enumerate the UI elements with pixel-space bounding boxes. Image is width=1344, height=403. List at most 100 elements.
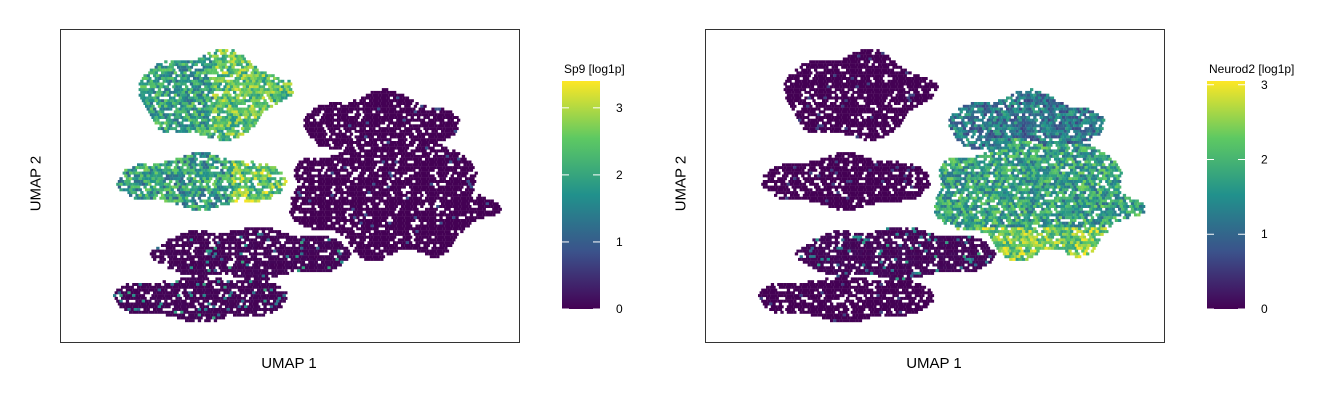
- hex-bin: [322, 213, 326, 217]
- hex-bin: [181, 68, 186, 72]
- hex-bin: [458, 160, 462, 164]
- hex-bin: [199, 171, 203, 175]
- hex-bin: [260, 171, 264, 175]
- hex-bin: [474, 210, 478, 214]
- hex-bin: [194, 68, 198, 72]
- hex-bin: [388, 154, 392, 158]
- hex-bin: [321, 210, 325, 214]
- hex-bin: [426, 216, 430, 220]
- hex-bin: [301, 238, 306, 242]
- hex-bin: [367, 213, 371, 217]
- hex-bin: [327, 143, 331, 147]
- hex-bin: [319, 168, 323, 172]
- hex-bin: [260, 277, 264, 281]
- hex-bin: [263, 104, 267, 108]
- hex-bin: [261, 291, 266, 295]
- hex-bin: [215, 188, 219, 192]
- hex-bin: [188, 246, 192, 250]
- hex-bin: [221, 65, 226, 69]
- hex-bin: [428, 141, 432, 144]
- hex-bin: [194, 85, 198, 89]
- hex-bin: [258, 263, 262, 267]
- hex-bin: [201, 291, 205, 295]
- hex-bin: [453, 202, 458, 206]
- hex-bin: [170, 65, 174, 69]
- hex-bin: [389, 141, 394, 144]
- hex-bin: [391, 205, 395, 208]
- hex-bin: [349, 132, 354, 136]
- hex-bin: [162, 168, 166, 172]
- hex-bin: [228, 266, 232, 270]
- hex-bin: [207, 113, 211, 117]
- hex-bin: [346, 249, 350, 253]
- hex-bin: [316, 224, 320, 228]
- hex-bin: [450, 191, 454, 195]
- hex-bin: [175, 107, 179, 111]
- hex-bin: [444, 129, 448, 133]
- hex-bin: [252, 263, 256, 267]
- hex-bin: [165, 113, 170, 117]
- hex-bin: [401, 93, 405, 97]
- hex-bin: [197, 207, 202, 211]
- hex-bin: [365, 154, 370, 158]
- hex-bin: [421, 174, 426, 178]
- hex-bin: [330, 210, 334, 214]
- hex-bin: [300, 257, 304, 261]
- hex-bin: [225, 127, 229, 131]
- hex-bin: [324, 182, 328, 186]
- hex-bin: [303, 124, 307, 128]
- hex-bin: [161, 177, 165, 181]
- hex-bin: [239, 230, 243, 234]
- hex-bin: [401, 143, 405, 147]
- hex-bin: [239, 163, 243, 167]
- hex-bin: [201, 118, 205, 122]
- hex-bin: [167, 93, 171, 97]
- hex-bin: [153, 285, 157, 289]
- hex-bin: [223, 157, 227, 161]
- hex-bin: [255, 90, 259, 94]
- hex-bin: [319, 241, 323, 245]
- hex-bin: [421, 163, 426, 167]
- hex-bin: [473, 219, 477, 222]
- hex-bin: [439, 154, 443, 158]
- hex-bin: [148, 71, 152, 75]
- hex-bin: [140, 85, 144, 89]
- hex-bin: [332, 157, 336, 161]
- hex-bin: [228, 299, 232, 303]
- hex-bin: [325, 213, 330, 217]
- hex-bin: [348, 135, 352, 139]
- hex-bin: [369, 132, 373, 136]
- hex-bin: [404, 227, 408, 231]
- hex-bin: [175, 168, 179, 172]
- hex-bin: [129, 294, 133, 298]
- hex-bin: [329, 213, 333, 217]
- hex-bin: [231, 54, 235, 58]
- hex-bin: [407, 177, 411, 181]
- hex-bin: [351, 191, 355, 195]
- hex-bin: [153, 85, 157, 89]
- hex-bin: [385, 171, 389, 175]
- hex-bin: [429, 193, 434, 197]
- hex-bin: [313, 129, 317, 133]
- hex-bin: [231, 188, 235, 192]
- hex-bin: [207, 63, 211, 67]
- hex-bin: [356, 227, 360, 231]
- hex-bin: [301, 166, 306, 170]
- hex-bin: [215, 127, 219, 131]
- hex-bin: [215, 121, 219, 125]
- hex-bin: [207, 135, 211, 139]
- hex-bin: [407, 205, 411, 208]
- hex-bin: [309, 269, 314, 273]
- hex-bin: [162, 102, 166, 105]
- hex-bin: [407, 221, 411, 225]
- hex-bin: [237, 60, 242, 64]
- hex-bin: [237, 71, 242, 75]
- hex-bin: [268, 168, 272, 172]
- hex-bin: [231, 171, 235, 175]
- hex-bin: [367, 257, 371, 261]
- hex-bin: [322, 185, 326, 189]
- hex-bin: [404, 205, 408, 208]
- hex-bin: [444, 157, 448, 161]
- hex-bin: [201, 68, 205, 72]
- hex-bin: [308, 255, 312, 259]
